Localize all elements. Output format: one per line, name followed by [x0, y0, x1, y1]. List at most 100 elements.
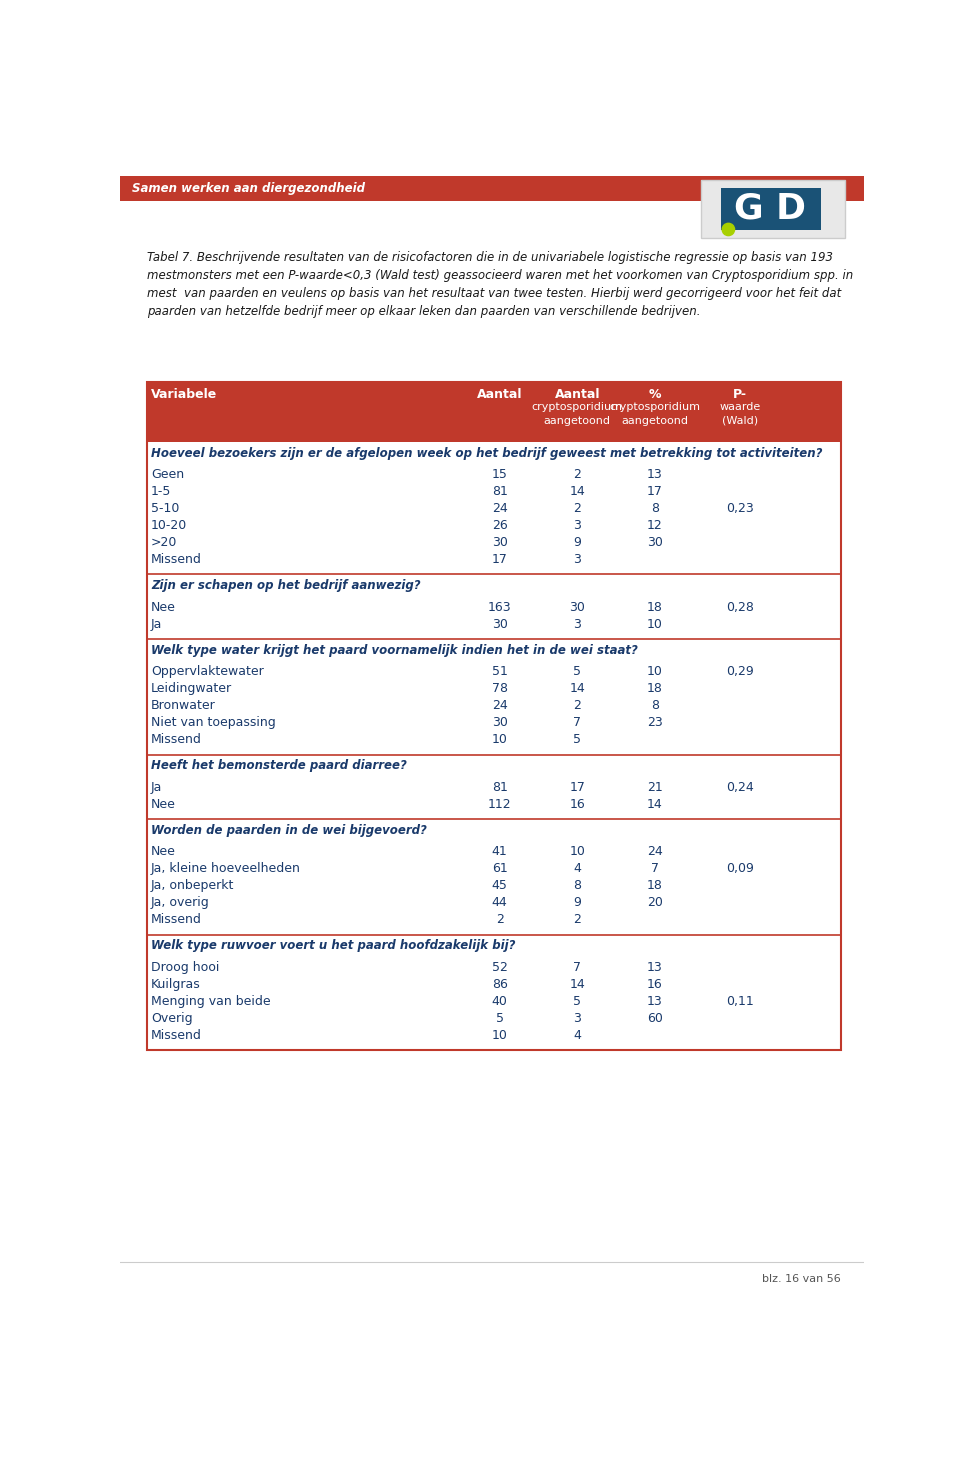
Text: 81: 81 [492, 486, 508, 497]
Text: 17: 17 [492, 553, 508, 566]
Text: 15: 15 [492, 468, 508, 481]
Text: Ja, onbeperkt: Ja, onbeperkt [151, 879, 234, 892]
Text: 24: 24 [647, 846, 662, 859]
Text: 0,24: 0,24 [726, 781, 754, 794]
Text: 23: 23 [647, 715, 662, 729]
Text: Missend: Missend [151, 553, 202, 566]
Text: 5-10: 5-10 [151, 502, 180, 515]
Text: 10: 10 [647, 617, 662, 631]
Text: 24: 24 [492, 502, 508, 515]
Text: 44: 44 [492, 897, 508, 910]
Text: waarde: waarde [719, 402, 760, 413]
Text: 7: 7 [573, 961, 581, 974]
Text: cryptosporidium: cryptosporidium [532, 402, 623, 413]
Text: aangetoond: aangetoond [621, 415, 688, 426]
Text: Nee: Nee [151, 797, 176, 811]
Text: 5: 5 [573, 995, 581, 1008]
Text: Samen werken aan diergezondheid: Samen werken aan diergezondheid [132, 183, 365, 195]
Text: Tabel 7. Beschrijvende resultaten van de risicofactoren die in de univariabele l: Tabel 7. Beschrijvende resultaten van de… [147, 252, 853, 317]
Text: 45: 45 [492, 879, 508, 892]
Text: 14: 14 [569, 977, 586, 990]
Text: 8: 8 [573, 879, 581, 892]
Text: 18: 18 [647, 601, 662, 613]
Text: Bronwater: Bronwater [151, 699, 216, 712]
Text: 163: 163 [488, 601, 512, 613]
Text: 18: 18 [647, 879, 662, 892]
Text: 41: 41 [492, 846, 508, 859]
Text: 52: 52 [492, 961, 508, 974]
Text: 81: 81 [492, 781, 508, 794]
Text: Nee: Nee [151, 846, 176, 859]
Bar [147, 382, 841, 1050]
Text: Geen: Geen [151, 468, 184, 481]
Text: 17: 17 [569, 781, 586, 794]
Text: 30: 30 [492, 617, 508, 631]
Text: Aantal: Aantal [555, 388, 600, 401]
Text: 10: 10 [492, 733, 508, 746]
Text: 10: 10 [569, 846, 586, 859]
Text: 112: 112 [488, 797, 512, 811]
Text: 2: 2 [573, 468, 581, 481]
Text: 5: 5 [573, 666, 581, 679]
Text: Niet van toepassing: Niet van toepassing [151, 715, 276, 729]
Text: P-: P- [733, 388, 747, 401]
Text: 24: 24 [492, 699, 508, 712]
Text: Droog hooi: Droog hooi [151, 961, 220, 974]
Text: 7: 7 [573, 715, 581, 729]
Text: aangetoond: aangetoond [543, 415, 611, 426]
Text: 5: 5 [495, 1012, 504, 1024]
Text: >20: >20 [151, 535, 178, 549]
Text: Ja, overig: Ja, overig [151, 897, 209, 910]
Text: 4: 4 [573, 1028, 581, 1042]
Text: D: D [776, 192, 805, 225]
Text: Ja: Ja [151, 781, 162, 794]
Text: Leidingwater: Leidingwater [151, 682, 232, 695]
Text: 26: 26 [492, 519, 508, 533]
Text: 0,23: 0,23 [726, 502, 754, 515]
Text: 13: 13 [647, 961, 662, 974]
Text: G: G [732, 192, 762, 225]
Text: 30: 30 [569, 601, 586, 613]
Text: Nee: Nee [151, 601, 176, 613]
Text: 1-5: 1-5 [151, 486, 172, 497]
Text: Hoeveel bezoekers zijn er de afgelopen week op het bedrijf geweest met betrekkin: Hoeveel bezoekers zijn er de afgelopen w… [151, 446, 823, 459]
Text: 86: 86 [492, 977, 508, 990]
Text: Kuilgras: Kuilgras [151, 977, 201, 990]
Text: 8: 8 [651, 699, 659, 712]
Text: 14: 14 [647, 797, 662, 811]
Text: 16: 16 [569, 797, 586, 811]
Text: 3: 3 [573, 553, 581, 566]
Text: 2: 2 [573, 502, 581, 515]
Text: 17: 17 [647, 486, 662, 497]
Text: 20: 20 [647, 897, 662, 910]
Text: Menging van beide: Menging van beide [151, 995, 271, 1008]
Bar [721, 187, 822, 230]
Text: Oppervlaktewater: Oppervlaktewater [151, 666, 264, 679]
Text: 0,11: 0,11 [726, 995, 754, 1008]
Text: 61: 61 [492, 862, 508, 875]
Text: Welk type water krijgt het paard voornamelijk indien het in de wei staat?: Welk type water krijgt het paard voornam… [151, 644, 637, 657]
Text: 3: 3 [573, 1012, 581, 1024]
Text: 30: 30 [492, 535, 508, 549]
Text: 12: 12 [647, 519, 662, 533]
Text: 8: 8 [651, 502, 659, 515]
Text: blz. 16 van 56: blz. 16 van 56 [762, 1274, 841, 1285]
Text: 78: 78 [492, 682, 508, 695]
Text: 51: 51 [492, 666, 508, 679]
Text: 7: 7 [651, 862, 659, 875]
Text: 40: 40 [492, 995, 508, 1008]
Text: 9: 9 [573, 897, 581, 910]
Text: 30: 30 [647, 535, 662, 549]
Text: 14: 14 [569, 486, 586, 497]
Text: 18: 18 [647, 682, 662, 695]
Text: 0,09: 0,09 [726, 862, 754, 875]
Text: 9: 9 [573, 535, 581, 549]
Text: Overig: Overig [151, 1012, 193, 1024]
Text: Missend: Missend [151, 913, 202, 926]
Text: 3: 3 [573, 519, 581, 533]
Text: 13: 13 [647, 468, 662, 481]
Bar [701, 180, 845, 238]
Text: 0,29: 0,29 [726, 666, 754, 679]
Text: 10: 10 [492, 1028, 508, 1042]
Bar [120, 176, 864, 200]
